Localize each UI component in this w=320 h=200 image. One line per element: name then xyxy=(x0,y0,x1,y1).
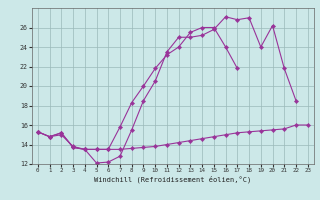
X-axis label: Windchill (Refroidissement éolien,°C): Windchill (Refroidissement éolien,°C) xyxy=(94,176,252,183)
